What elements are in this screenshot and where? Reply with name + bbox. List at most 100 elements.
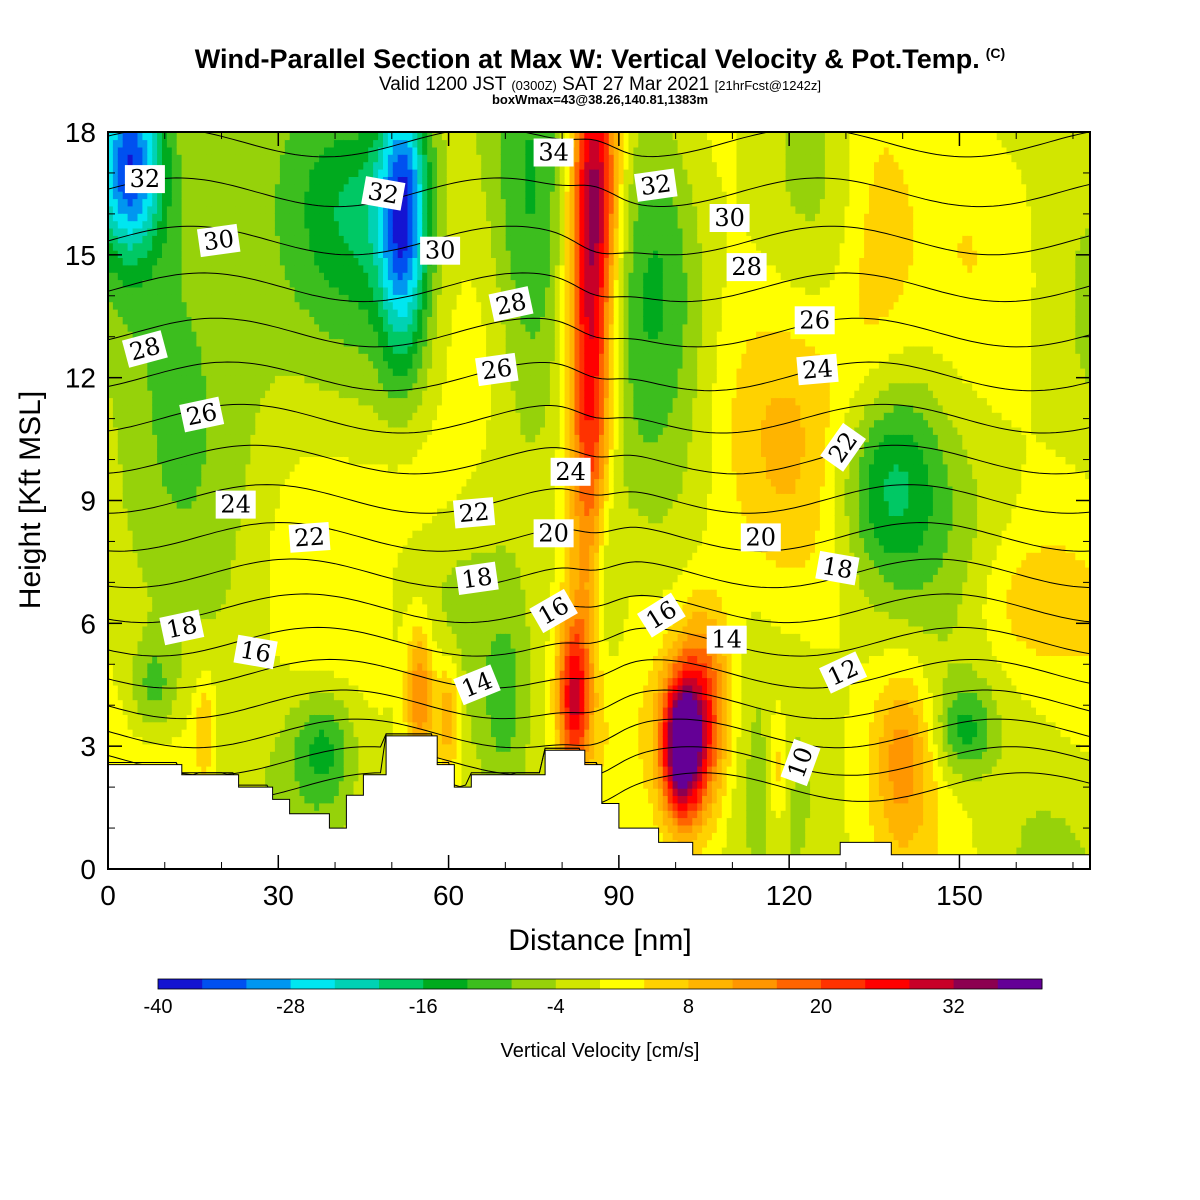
w-cell [171, 441, 178, 450]
w-cell [147, 692, 153, 701]
w-cell [309, 345, 315, 354]
w-cell [255, 132, 261, 141]
w-cell [220, 463, 227, 472]
w-cell [171, 670, 178, 679]
w-cell [284, 397, 291, 406]
w-cell [201, 670, 207, 679]
w-cell [191, 736, 198, 745]
w-cell [211, 441, 217, 450]
w-cell [201, 308, 207, 317]
w-cell [211, 286, 217, 295]
w-cell [181, 382, 188, 391]
w-cell [166, 146, 173, 155]
w-cell [324, 441, 330, 450]
w-cell [171, 507, 178, 516]
w-cell [348, 478, 355, 487]
w-cell [117, 441, 124, 450]
w-cell [319, 493, 325, 502]
w-cell [181, 515, 188, 524]
w-cell [284, 773, 291, 782]
w-cell [112, 699, 119, 708]
w-cell [112, 463, 119, 472]
w-cell [108, 353, 114, 362]
w-cell [240, 286, 247, 295]
w-cell [314, 765, 320, 774]
w-cell [235, 198, 242, 207]
w-cell [309, 154, 315, 163]
w-cell [211, 264, 217, 273]
w-cell [328, 390, 335, 399]
w-cell [117, 397, 124, 406]
w-cell [289, 146, 296, 155]
w-cell [171, 183, 178, 192]
w-cell [122, 677, 129, 686]
w-cell [343, 677, 350, 686]
w-cell [309, 323, 315, 332]
w-cell [191, 242, 198, 251]
w-cell [304, 493, 310, 502]
w-cell [122, 574, 129, 583]
w-cell [206, 213, 212, 222]
w-cell [304, 574, 310, 583]
w-cell [171, 294, 178, 303]
w-cell [201, 721, 207, 730]
w-cell [122, 603, 129, 612]
w-cell [157, 390, 163, 399]
w-cell [117, 588, 124, 597]
w-cell [142, 743, 148, 752]
w-cell [132, 507, 139, 516]
w-cell [274, 566, 281, 575]
w-cell [162, 249, 168, 258]
w-cell [225, 360, 232, 369]
w-cell [333, 699, 340, 708]
w-cell [122, 434, 129, 443]
w-cell [216, 670, 222, 679]
w-cell [186, 242, 193, 251]
w-cell [186, 139, 193, 148]
w-cell [186, 264, 193, 273]
w-cell [176, 338, 183, 347]
w-cell [181, 308, 188, 317]
w-cell [181, 522, 188, 531]
w-cell [152, 456, 158, 465]
w-cell [206, 537, 212, 546]
w-cell [265, 176, 271, 185]
w-cell [147, 448, 153, 457]
w-cell [324, 647, 330, 656]
w-cell [333, 227, 340, 236]
w-cell [225, 544, 232, 553]
w-cell [343, 168, 350, 177]
w-cell [309, 736, 315, 745]
w-cell [270, 191, 276, 200]
w-cell [255, 618, 261, 627]
w-cell [250, 257, 256, 266]
w-cell [211, 448, 217, 457]
w-cell [196, 751, 202, 760]
w-cell [274, 220, 281, 229]
w-cell [250, 758, 256, 767]
w-cell [230, 765, 237, 774]
w-cell [348, 456, 355, 465]
w-cell [314, 581, 320, 590]
w-cell [216, 213, 222, 222]
w-cell [132, 515, 139, 524]
w-cell [142, 294, 148, 303]
w-cell [206, 139, 212, 148]
w-cell [289, 684, 296, 693]
w-cell [304, 139, 310, 148]
w-cell [211, 471, 217, 480]
w-cell [152, 235, 158, 244]
w-cell [196, 264, 202, 273]
w-cell [181, 294, 188, 303]
valid-time: Valid 1200 JST [379, 74, 506, 95]
w-cell [319, 397, 325, 406]
w-cell [211, 507, 217, 516]
w-cell [274, 213, 281, 222]
w-cell [274, 390, 281, 399]
w-cell [265, 154, 271, 163]
w-cell [348, 220, 355, 229]
w-cell [152, 640, 158, 649]
w-cell [225, 692, 232, 701]
w-cell [289, 272, 296, 281]
w-cell [117, 227, 124, 236]
